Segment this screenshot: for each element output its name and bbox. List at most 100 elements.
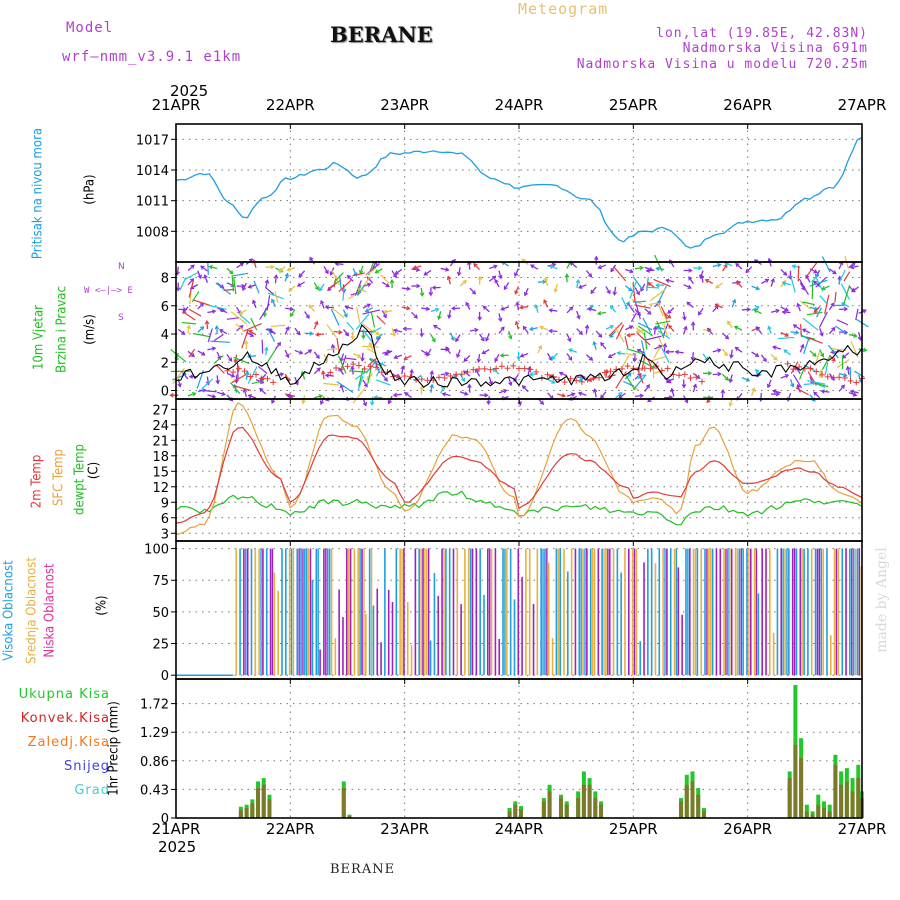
wind-arrow bbox=[608, 352, 616, 358]
wind-arrow bbox=[488, 275, 496, 282]
precip-conv-bar bbox=[787, 778, 792, 818]
wind-arrow bbox=[730, 349, 733, 358]
lonlat-label: lon,lat (19.85E, 42.83N) bbox=[656, 26, 868, 41]
wind-arrow bbox=[522, 385, 529, 393]
cloud-bar bbox=[748, 548, 750, 676]
wind-arrowhead bbox=[852, 392, 858, 397]
wind-arrowhead bbox=[360, 357, 365, 362]
wind-arrow bbox=[433, 324, 442, 331]
precip-legend-hail: Grad bbox=[74, 783, 110, 798]
wind-arrowhead bbox=[369, 401, 375, 406]
cloud-y-tick-label: 50 bbox=[152, 606, 169, 621]
wind-arrow bbox=[170, 348, 187, 363]
wind-arrow bbox=[515, 321, 520, 330]
cloud-bar bbox=[816, 548, 819, 676]
cloud-bar bbox=[546, 548, 548, 676]
wind-arrow bbox=[547, 392, 554, 400]
cloud-bar bbox=[479, 548, 481, 676]
wind-arrow bbox=[735, 346, 743, 353]
wind-arrow bbox=[355, 306, 361, 324]
wind-arrowhead bbox=[188, 374, 194, 379]
wind-arrow bbox=[794, 366, 801, 374]
wind-arrow bbox=[233, 356, 250, 365]
wind-arrowhead bbox=[551, 379, 556, 384]
cloud-bar bbox=[410, 645, 413, 676]
wind-arrowhead bbox=[840, 384, 846, 389]
wind-arrow bbox=[793, 374, 803, 389]
wind-arrow bbox=[331, 270, 341, 286]
cloud-bar bbox=[734, 548, 737, 676]
cloud-bar bbox=[664, 548, 666, 676]
wind-arrow bbox=[654, 345, 663, 350]
cloud-bar bbox=[725, 548, 727, 676]
wind-arrow bbox=[566, 333, 571, 342]
wind-arrowhead bbox=[409, 368, 414, 374]
cloud-bar bbox=[315, 548, 318, 676]
cloud-bar bbox=[250, 548, 253, 676]
wind-arrowhead bbox=[361, 334, 366, 340]
wind-arrowhead bbox=[305, 314, 310, 319]
wind-arrowhead bbox=[766, 383, 772, 389]
wind-arrowhead bbox=[688, 268, 693, 273]
precip-y-tick-label: 0.86 bbox=[140, 755, 169, 770]
wind-arrowhead bbox=[285, 326, 290, 331]
wind-arrowhead bbox=[368, 341, 373, 347]
wind-y-tick-label: 6 bbox=[161, 300, 169, 315]
wind-arrow bbox=[463, 355, 471, 362]
wind-arrow bbox=[633, 300, 646, 303]
temp-y-tick-label: 24 bbox=[152, 419, 169, 434]
cloud-bar bbox=[826, 548, 828, 676]
precip-conv-bar bbox=[679, 801, 684, 818]
wind-arrowhead bbox=[764, 278, 770, 283]
wind-arrow bbox=[236, 361, 239, 379]
cloud-bar bbox=[782, 548, 784, 676]
wind-arrowhead bbox=[652, 325, 658, 331]
wind-arrow bbox=[516, 302, 520, 311]
wind-arrowhead bbox=[288, 287, 293, 292]
wind-arrow bbox=[230, 382, 241, 394]
wind-arrow bbox=[508, 330, 512, 339]
cloud-bar bbox=[319, 649, 321, 676]
wind-arrowhead bbox=[445, 371, 450, 377]
wind-arrow bbox=[625, 352, 638, 357]
wind-arrow bbox=[319, 283, 325, 291]
wind-arrowhead bbox=[674, 349, 680, 355]
wind-arrowhead bbox=[548, 356, 553, 362]
wind-arrowhead bbox=[655, 282, 660, 288]
wind-arrowhead bbox=[639, 265, 645, 271]
wind-arrow bbox=[780, 332, 789, 337]
wind-arrowhead bbox=[717, 262, 722, 268]
wind-arrow bbox=[503, 282, 510, 290]
year-top: 2025 bbox=[170, 82, 209, 100]
wind-arrow bbox=[267, 327, 276, 342]
wind-arrow bbox=[683, 284, 692, 289]
wind-arrowhead bbox=[320, 370, 326, 375]
wind-arrowhead bbox=[425, 306, 431, 312]
wind-arrow bbox=[191, 291, 200, 303]
wind-arrow bbox=[207, 328, 213, 343]
wind-arrow bbox=[210, 340, 231, 343]
wind-arrow bbox=[691, 352, 695, 361]
wind-arrow bbox=[802, 328, 811, 334]
cloud-bar bbox=[245, 548, 247, 676]
wind-arrowhead bbox=[383, 377, 388, 382]
cloud-bar bbox=[814, 548, 817, 676]
wind-arrowhead bbox=[629, 268, 634, 274]
wind-arrow bbox=[301, 371, 306, 380]
wind-arrow bbox=[735, 263, 743, 270]
wind-arrow bbox=[236, 325, 244, 332]
wind-arrowhead bbox=[252, 299, 257, 304]
wind-arrow bbox=[430, 334, 436, 342]
wind-arrow bbox=[365, 361, 377, 374]
wind-arrow bbox=[772, 346, 781, 350]
precip-total-bar bbox=[827, 804, 832, 818]
wind-arrowhead bbox=[756, 372, 761, 378]
wind-arrow bbox=[777, 336, 795, 340]
precip-conv-bar bbox=[827, 811, 832, 818]
cloud-bar bbox=[359, 548, 361, 676]
wind-arrow bbox=[724, 261, 733, 267]
wind-arrow bbox=[731, 299, 736, 308]
wind-arrow bbox=[646, 277, 649, 292]
wind-arrowhead bbox=[862, 347, 868, 353]
wind-arrow bbox=[633, 276, 644, 291]
